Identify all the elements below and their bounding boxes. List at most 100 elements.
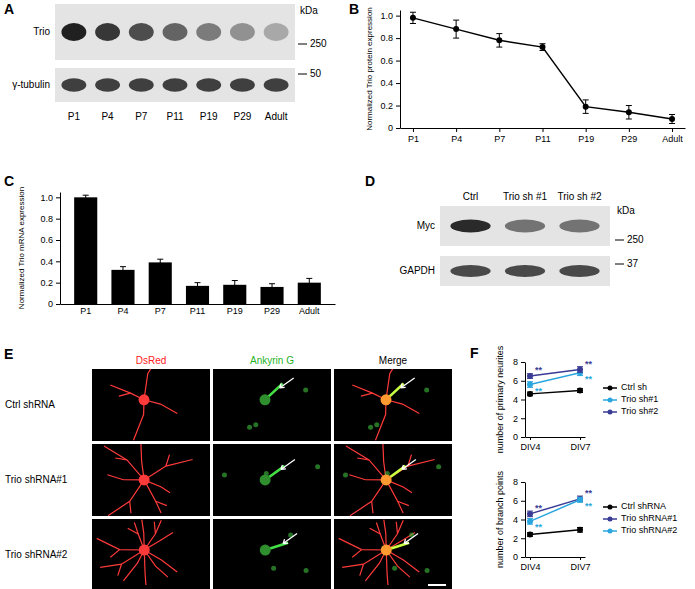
marker-dash [298, 74, 307, 75]
band [163, 23, 188, 41]
tick-label: 0.2 [380, 101, 393, 111]
cell-body [304, 568, 309, 573]
neurite [350, 480, 386, 516]
band [559, 265, 599, 277]
image-layer [104, 444, 193, 516]
tick-label: 8 [513, 477, 518, 487]
x-axis: DIV4 DIV7 [520, 437, 590, 452]
band [61, 78, 86, 92]
neurite [144, 459, 192, 479]
tick-label: P4 [451, 134, 462, 144]
tick: 0.4 [380, 78, 400, 88]
tick-label: DIV4 [520, 442, 540, 452]
tick-mark [521, 482, 525, 483]
legend-label: Ctrl sh [621, 382, 647, 392]
tick-mark [396, 106, 400, 107]
neurite [361, 393, 373, 396]
neurite [386, 550, 419, 572]
tick-mark [672, 128, 673, 132]
cell-body [424, 387, 429, 392]
tick: P1 [408, 128, 419, 144]
band [95, 23, 120, 41]
neurite [386, 480, 403, 513]
tick: 6 [513, 496, 525, 506]
neurite [119, 393, 131, 396]
micrograph [334, 369, 452, 441]
tick-label: 0 [513, 432, 518, 442]
error-bar [527, 519, 533, 525]
panel-label: C [4, 173, 14, 189]
neurite [123, 550, 144, 581]
point [577, 496, 583, 502]
point [453, 26, 459, 32]
annotation: ** [535, 522, 543, 532]
error-bar [306, 278, 312, 287]
tick-mark [56, 304, 60, 305]
tick: P7 [155, 304, 166, 316]
neurite [110, 385, 144, 400]
tick-label: 0.4 [40, 257, 53, 267]
image-background [92, 444, 210, 516]
tick: 0.2 [40, 278, 60, 288]
marker-dash [298, 44, 307, 45]
y-axis: 00.20.40.60.81.0 [380, 11, 400, 134]
tick: 0 [513, 552, 525, 562]
tick: 0.6 [380, 56, 400, 66]
row-label: Myc [417, 220, 435, 231]
cell-body [271, 566, 276, 571]
blot-strip [440, 256, 610, 286]
series [74, 195, 321, 304]
tick-mark [580, 557, 581, 560]
band [450, 220, 490, 233]
tick-mark [521, 538, 525, 539]
scale-bar [428, 584, 446, 586]
neurite [386, 459, 434, 479]
tick-label: 0 [513, 552, 518, 562]
micrograph [213, 369, 331, 441]
axis-line [400, 11, 401, 129]
size-marker: 250 [310, 38, 327, 49]
micrograph [334, 519, 452, 589]
axis-line [526, 437, 586, 438]
neurite [107, 475, 144, 480]
tick: 0.8 [380, 33, 400, 43]
legend-label: Trio shRNA#2 [621, 525, 677, 535]
tick-label: P29 [621, 134, 637, 144]
image-content [97, 520, 178, 585]
plot-area [74, 195, 321, 304]
point [496, 37, 502, 43]
tick: 0.8 [40, 214, 60, 224]
lane-label: Trio sh #2 [557, 191, 602, 202]
soma [381, 394, 392, 405]
bar [74, 197, 97, 304]
tick: DIV7 [570, 437, 590, 452]
tick-label: 8 [513, 357, 518, 367]
tick-mark [396, 16, 400, 17]
error-bar [83, 195, 89, 199]
tick-mark [530, 437, 531, 440]
lane-label: Ctrl [463, 191, 479, 202]
micrograph [92, 369, 210, 441]
image-background [213, 444, 331, 516]
axis-title: Normalized Trio protein expression [365, 7, 374, 131]
panel-label: F [470, 345, 479, 361]
neurite [365, 550, 386, 581]
legend-marker [608, 386, 613, 391]
tick-mark [521, 418, 525, 419]
axis-line [526, 557, 586, 558]
lane-label: P4 [101, 111, 114, 122]
legend-marker [608, 517, 613, 522]
image-background [92, 369, 210, 441]
micrograph [334, 444, 452, 516]
legend-marker [608, 398, 613, 403]
point [577, 497, 583, 503]
legend-entry: Trio sh#1 [603, 394, 658, 404]
legend-entry: Trio shRNA#1 [603, 513, 677, 523]
legend-marker [608, 410, 613, 415]
neurite [130, 501, 131, 513]
neurite [339, 538, 387, 550]
tick-mark [521, 437, 525, 438]
lane-label: Adult [265, 111, 288, 122]
axis-line [525, 483, 526, 558]
tick-label: 1.0 [380, 11, 393, 21]
